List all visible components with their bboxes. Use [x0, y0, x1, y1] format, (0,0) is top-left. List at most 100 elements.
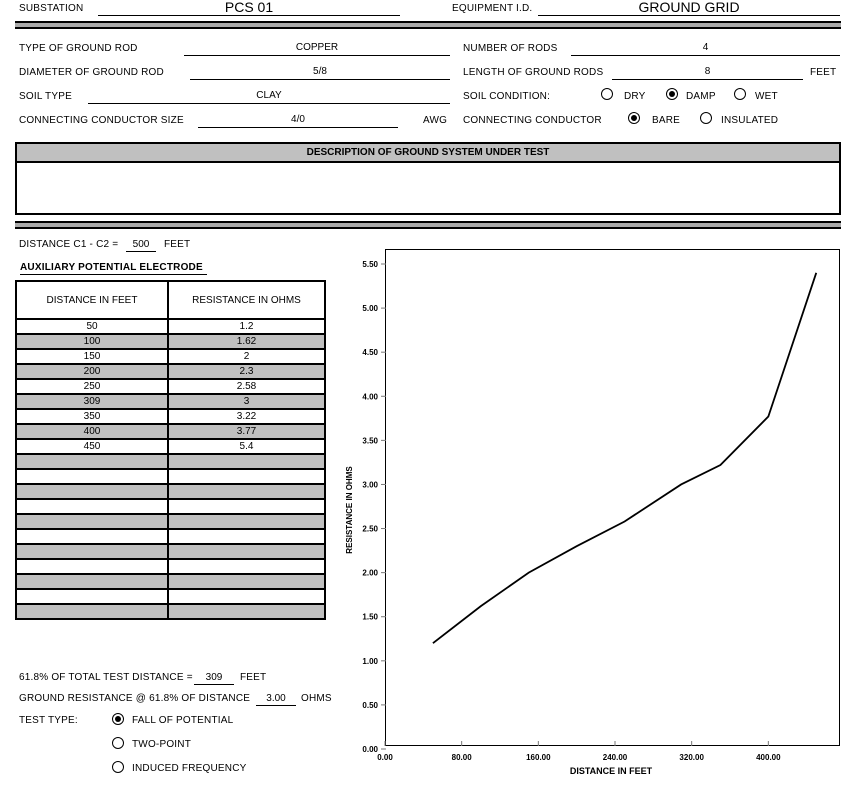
distance-cell[interactable] [15, 513, 169, 530]
y-tick-label: 0.50 [362, 701, 378, 710]
test-two-point-radio[interactable] [112, 737, 124, 749]
distance-cell[interactable]: 50 [15, 318, 169, 335]
resistance-cell[interactable] [167, 498, 326, 515]
conductor-bare-label: BARE [652, 115, 681, 126]
resistance-cell[interactable]: 5.4 [167, 438, 326, 455]
table-row [15, 588, 326, 605]
distance-cell[interactable]: 350 [15, 408, 169, 425]
resistance-cell[interactable]: 1.62 [167, 333, 326, 350]
table-row [15, 573, 326, 590]
table-row [15, 528, 326, 545]
resistance-cell[interactable]: 2.58 [167, 378, 326, 395]
soil-wet-radio[interactable] [734, 88, 746, 100]
resistance-cell[interactable]: 3 [167, 393, 326, 410]
pct-distance-label: 61.8% OF TOTAL TEST DISTANCE = [19, 672, 193, 683]
distance-cell[interactable] [15, 573, 169, 590]
test-induced-radio[interactable] [112, 761, 124, 773]
distance-cell[interactable] [15, 528, 169, 545]
substation-label: SUBSTATION [19, 3, 84, 14]
equipment-label: EQUIPMENT I.D. [452, 3, 533, 14]
rod-diameter-value[interactable]: 5/8 [313, 66, 327, 77]
substation-value[interactable]: PCS 01 [224, 0, 274, 15]
resistance-cell[interactable]: 3.77 [167, 423, 326, 440]
distance-cell[interactable]: 200 [15, 363, 169, 380]
col-resistance-header: RESISTANCE IN OHMS [167, 280, 326, 320]
separator [15, 221, 841, 229]
distance-cell[interactable] [15, 603, 169, 620]
x-axis-label: DISTANCE IN FEET [570, 766, 653, 776]
resistance-cell[interactable]: 2 [167, 348, 326, 365]
resistance-line [432, 272, 818, 644]
resistance-cell[interactable] [167, 573, 326, 590]
distance-cell[interactable]: 400 [15, 423, 169, 440]
distance-cell[interactable]: 309 [15, 393, 169, 410]
test-fall-radio[interactable] [112, 713, 124, 725]
separator [15, 21, 841, 29]
distance-cell[interactable]: 250 [15, 378, 169, 395]
resistance-cell[interactable] [167, 513, 326, 530]
table-row [15, 513, 326, 530]
ground-resistance-value[interactable]: 3.00 [266, 693, 286, 704]
resistance-cell[interactable] [167, 453, 326, 470]
distance-cell[interactable]: 100 [15, 333, 169, 350]
chart-frame [385, 249, 840, 746]
soil-dry-radio[interactable] [601, 88, 613, 100]
resistance-cell[interactable] [167, 468, 326, 485]
y-tick-label: 4.00 [362, 392, 378, 401]
resistance-cell[interactable] [167, 543, 326, 560]
table-row [15, 468, 326, 485]
pct-distance-value[interactable]: 309 [205, 672, 223, 683]
soil-dry-label: DRY [624, 91, 646, 102]
table-row: 450 5.4 [15, 438, 326, 455]
soil-type-value[interactable]: CLAY [256, 90, 282, 101]
distance-cell[interactable] [15, 468, 169, 485]
x-tick-label: 240.00 [603, 753, 628, 762]
resistance-cell[interactable]: 2.3 [167, 363, 326, 380]
distance-cell[interactable]: 150 [15, 348, 169, 365]
distance-cell[interactable] [15, 483, 169, 500]
rod-length-value[interactable]: 8 [704, 66, 711, 77]
rod-type-value[interactable]: COPPER [295, 42, 339, 53]
distance-cell[interactable] [15, 543, 169, 560]
distance-c1c2-value[interactable]: 500 [132, 239, 150, 250]
y-tick-label: 4.50 [362, 348, 378, 357]
y-tick-label: 1.50 [362, 613, 378, 622]
resistance-cell[interactable]: 3.22 [167, 408, 326, 425]
soil-damp-label: DAMP [686, 91, 716, 102]
soil-damp-radio[interactable] [666, 88, 678, 100]
data-table: DISTANCE IN FEET RESISTANCE IN OHMS 50 1.… [15, 280, 326, 620]
conductor-size-value[interactable]: 4/0 [291, 114, 305, 125]
resistance-cell[interactable] [167, 558, 326, 575]
x-tick-label: 320.00 [679, 753, 704, 762]
resistance-cell[interactable] [167, 483, 326, 500]
table-row: 400 3.77 [15, 423, 326, 440]
distance-cell[interactable] [15, 558, 169, 575]
resistance-cell[interactable] [167, 588, 326, 605]
resistance-cell[interactable] [167, 603, 326, 620]
distance-cell[interactable] [15, 498, 169, 515]
distance-cell[interactable] [15, 453, 169, 470]
conductor-bare-radio[interactable] [628, 112, 640, 124]
y-tick-label: 2.00 [362, 569, 378, 578]
ground-resistance-unit: OHMS [301, 693, 332, 704]
x-tick-label: 400.00 [756, 753, 781, 762]
y-tick-label: 3.50 [362, 436, 378, 445]
table-row: 250 2.58 [15, 378, 326, 395]
rod-length-unit: FEET [810, 67, 837, 78]
resistance-cell[interactable]: 1.2 [167, 318, 326, 335]
equipment-value[interactable]: GROUND GRID [638, 0, 740, 15]
distance-cell[interactable]: 450 [15, 438, 169, 455]
distance-c1c2-unit: FEET [164, 239, 191, 250]
table-row: 100 1.62 [15, 333, 326, 350]
rod-length-label: LENGTH OF GROUND RODS [463, 67, 604, 78]
x-tick-label: 160.00 [526, 753, 551, 762]
num-rods-value[interactable]: 4 [702, 42, 709, 53]
y-tick-label: 5.50 [362, 260, 378, 269]
distance-cell[interactable] [15, 588, 169, 605]
table-row: 309 3 [15, 393, 326, 410]
y-tick-label: 1.00 [362, 657, 378, 666]
rod-type-label: TYPE OF GROUND ROD [19, 43, 138, 54]
col-distance-header: DISTANCE IN FEET [15, 280, 169, 320]
conductor-insulated-radio[interactable] [700, 112, 712, 124]
resistance-cell[interactable] [167, 528, 326, 545]
